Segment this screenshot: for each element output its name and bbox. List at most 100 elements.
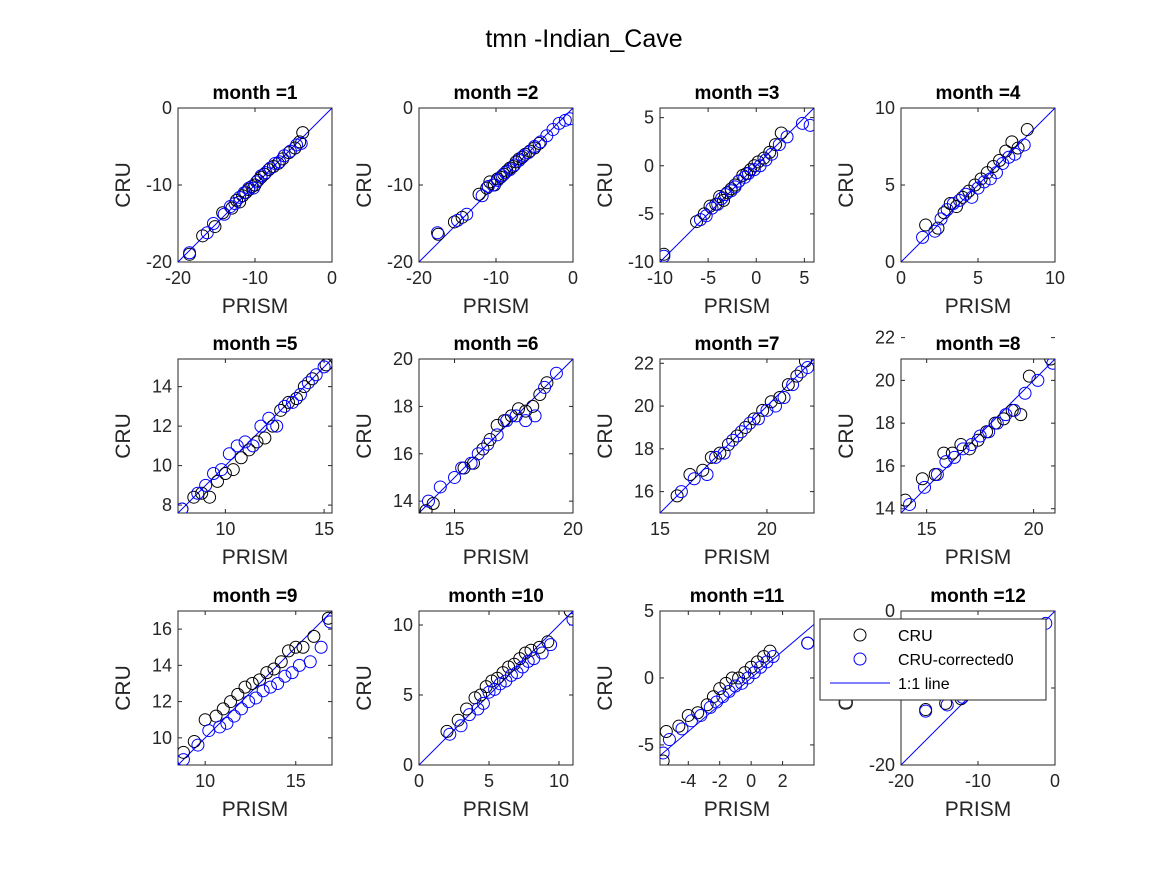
subplot-title: month =8	[936, 334, 1021, 355]
cru-point	[196, 229, 210, 243]
cru-point	[289, 640, 303, 654]
subplot-title: month =7	[695, 334, 780, 355]
subplot-title: month =6	[454, 334, 539, 355]
axes-box	[659, 610, 815, 766]
x-tick-label: 0	[896, 268, 906, 288]
cru-corrected-point	[1007, 403, 1021, 417]
cru-corrected-point	[246, 439, 260, 453]
y-tick-label: 14	[393, 491, 413, 511]
cru-corrected-point	[772, 138, 786, 152]
cru-corrected-point	[476, 696, 490, 710]
y-tick-label: 16	[393, 444, 413, 464]
cru-corrected-point	[675, 722, 689, 736]
x-tick-label: 0	[751, 268, 761, 288]
cru-corrected-point	[674, 485, 688, 499]
cru-point	[747, 412, 761, 426]
y-tick-label: 18	[634, 439, 654, 459]
cru-corrected-point	[314, 640, 328, 654]
y-tick-label: 5	[885, 175, 895, 195]
cru-corrected-point	[717, 446, 731, 460]
x-axis-label: PRISM	[222, 546, 289, 569]
subplot-month-1: -20 -10 0 -20 -10 0 month =1 PRISM CRU	[112, 83, 337, 318]
cru-corrected-point	[263, 161, 277, 175]
cru-corrected-point	[918, 480, 932, 494]
cru-corrected-point	[254, 169, 268, 183]
cru-point	[999, 144, 1013, 158]
x-axis-label: PRISM	[945, 295, 1012, 318]
x-tick-label: 10	[215, 519, 235, 539]
cru-point	[321, 611, 332, 625]
x-tick-label: 0	[327, 268, 337, 288]
cru-corrected-point	[916, 230, 930, 244]
cru-point	[931, 221, 945, 235]
cru-corrected-point	[544, 638, 558, 652]
y-axis-label: CRU	[112, 413, 135, 459]
cru-corrected-point	[238, 435, 252, 449]
cru-point	[541, 635, 555, 649]
legend-marker-icon	[853, 652, 867, 666]
cru-corrected-point	[451, 213, 464, 227]
y-tick-label: 5	[644, 601, 654, 621]
subplot-month-8: 15 20 14 16 18 20 22 month =8 PRISM CRU	[835, 328, 1056, 569]
cru-point	[455, 210, 469, 224]
cru-point	[293, 135, 307, 149]
y-tick-label: 10	[152, 456, 172, 476]
cru-corrected-point	[517, 149, 531, 163]
cru-point	[901, 493, 912, 507]
x-tick-label: 2	[778, 771, 788, 791]
cru-point	[660, 754, 670, 765]
y-tick-label: 8	[162, 495, 172, 515]
y-axis-label: CRU	[594, 162, 617, 208]
x-tick-label: 10	[1045, 268, 1065, 288]
cru-corrected-point	[421, 494, 435, 508]
cru-corrected-point	[256, 684, 270, 698]
plot-area	[419, 108, 573, 262]
cru-corrected-point	[317, 360, 331, 374]
cru-point	[790, 369, 804, 383]
cru-point	[274, 655, 288, 669]
cru-corrected-point	[207, 467, 221, 481]
cru-corrected-point	[278, 399, 292, 413]
cru-corrected-point	[293, 388, 307, 402]
y-axis-label: CRU	[594, 413, 617, 459]
subplot-title: month =3	[695, 83, 780, 104]
cru-corrected-point	[726, 433, 740, 447]
cru-corrected-point	[475, 189, 489, 203]
y-axis-label: CRU	[112, 665, 135, 711]
cru-corrected-point	[490, 428, 504, 442]
x-tick-label: 15	[286, 771, 306, 791]
subplot-month-2: -20 -10 0 -20 -10 0 month =2 PRISM CRU	[353, 83, 578, 318]
cru-point	[296, 640, 310, 654]
x-tick-label: 15	[650, 519, 670, 539]
x-tick-label: -20	[406, 268, 432, 288]
cru-corrected-point	[512, 153, 526, 167]
cru-point	[526, 399, 540, 413]
y-tick-label: 14	[875, 499, 895, 519]
cru-point	[178, 745, 190, 759]
cru-corrected-point	[309, 368, 323, 382]
cru-corrected-point	[977, 175, 991, 189]
subplot-title: month =4	[936, 83, 1021, 104]
x-tick-label: -2	[712, 771, 728, 791]
y-axis-label: CRU	[353, 162, 376, 208]
cru-corrected-point	[323, 615, 332, 629]
cru-corrected-point	[999, 408, 1013, 422]
subplot-title: month =12	[930, 586, 1026, 607]
subplot-title: month =5	[213, 334, 298, 355]
plot-area	[178, 108, 332, 262]
cru-point	[195, 486, 209, 500]
cru-corrected-point	[259, 166, 273, 180]
y-tick-label: 20	[393, 349, 413, 369]
cru-point	[721, 438, 735, 452]
cru-point	[533, 388, 547, 402]
y-axis-label: CRU	[594, 665, 617, 711]
cru-point	[260, 666, 274, 680]
x-tick-label: 10	[195, 771, 215, 791]
cru-corrected-point	[263, 680, 277, 694]
x-axis-label: PRISM	[463, 546, 530, 569]
x-tick-label: -20	[165, 268, 191, 288]
cru-corrected-point	[956, 442, 970, 456]
cru-corrected-point	[934, 212, 948, 226]
cru-corrected-point	[430, 226, 444, 240]
